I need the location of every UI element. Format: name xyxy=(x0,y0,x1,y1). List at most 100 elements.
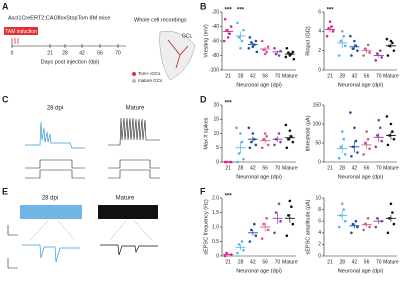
data-point xyxy=(363,47,367,51)
data-point xyxy=(349,111,352,114)
data-point xyxy=(374,225,378,229)
data-point xyxy=(366,43,370,47)
data-point xyxy=(349,34,352,38)
x-tick-label: 70 xyxy=(376,73,382,79)
data-point xyxy=(291,140,295,144)
data-point xyxy=(285,234,289,237)
data-point xyxy=(386,54,390,57)
panel-label: A xyxy=(2,1,9,11)
data-point xyxy=(374,59,378,62)
data-point xyxy=(284,123,288,127)
x-tick-label: 56 xyxy=(262,165,268,171)
y-tick-label: 10 xyxy=(315,195,321,201)
data-point xyxy=(223,17,227,21)
data-point xyxy=(253,222,256,226)
data-point xyxy=(236,21,239,25)
data-point xyxy=(366,217,370,220)
data-point xyxy=(228,32,231,36)
y-tick-label: 4 xyxy=(318,29,321,35)
significance: *** xyxy=(237,8,245,14)
data-point xyxy=(374,145,378,149)
data-point xyxy=(378,126,382,130)
data-point xyxy=(386,143,390,147)
data-point xyxy=(255,50,259,54)
axis-line xyxy=(221,105,296,163)
data-point xyxy=(342,208,346,211)
data-point xyxy=(362,228,365,232)
data-point xyxy=(254,143,258,147)
x-tick-label: 42 xyxy=(352,73,358,79)
data-point xyxy=(339,145,343,149)
data-point xyxy=(223,254,227,258)
data-point xyxy=(284,55,288,59)
data-point xyxy=(356,225,359,229)
data-point xyxy=(368,147,371,150)
data-point xyxy=(362,54,365,57)
data-point xyxy=(277,54,281,57)
data-point xyxy=(375,52,379,55)
data-point xyxy=(363,141,367,145)
y-axis-label: Ithreshold (pA) xyxy=(305,115,311,151)
data-point xyxy=(240,240,244,243)
data-point xyxy=(240,39,244,43)
data-point xyxy=(389,122,393,126)
y-tick-label: 0 xyxy=(318,159,321,165)
data-point xyxy=(263,52,267,56)
y-tick-label: 20 xyxy=(213,102,219,108)
data-point xyxy=(240,140,244,144)
data-point xyxy=(265,50,268,54)
data-point xyxy=(248,146,252,150)
data-point xyxy=(250,228,253,232)
data-point xyxy=(350,231,353,235)
data-point xyxy=(226,36,230,39)
data-point xyxy=(250,41,253,44)
data-point xyxy=(229,25,233,28)
x-tick-label: 56 xyxy=(364,165,370,171)
y-tick-label: 0.5 xyxy=(212,239,219,245)
data-point xyxy=(288,199,292,203)
timeline-tick-label: 0 xyxy=(11,50,14,56)
data-point xyxy=(385,115,389,118)
data-point xyxy=(273,231,276,235)
data-point xyxy=(380,56,384,59)
trace-label: 28 dpi xyxy=(42,196,58,202)
x-tick-label: Mature xyxy=(282,165,298,171)
data-point xyxy=(260,39,264,43)
trace-label: Mature xyxy=(126,106,145,112)
mouse-line: Ascl1CreERT2;CAGfloxStopTom 8M mice xyxy=(8,15,110,21)
data-point xyxy=(250,140,253,144)
y-tick-label: 4 xyxy=(318,230,321,236)
recording-label: Whole cell recordings xyxy=(134,17,187,23)
neuron xyxy=(167,39,189,69)
voltage-trace xyxy=(108,117,160,146)
axis-line xyxy=(221,12,296,71)
y-tick-label: 0 xyxy=(318,67,321,73)
data-point xyxy=(262,137,265,141)
tam-label: TAM induction xyxy=(5,29,37,35)
data-point xyxy=(287,51,290,54)
data-point xyxy=(375,217,379,220)
x-tick-label: 70 xyxy=(275,165,281,171)
y-tick-label: 8 xyxy=(318,207,321,213)
data-point xyxy=(330,25,333,28)
data-point xyxy=(343,44,347,48)
x-tick-label: 70 xyxy=(275,259,281,265)
x-tick-label: 28 xyxy=(238,73,244,79)
data-point xyxy=(391,41,394,45)
timeline-tick-label: 70 xyxy=(115,50,121,56)
x-tick-label: 70 xyxy=(376,259,382,265)
data-point xyxy=(266,143,270,147)
data-point xyxy=(350,155,353,158)
y-tick-label: 6 xyxy=(318,9,321,15)
data-point xyxy=(392,222,396,226)
data-point xyxy=(350,54,353,57)
significance: *** xyxy=(225,101,233,107)
data-point xyxy=(366,137,370,141)
data-point xyxy=(380,139,384,143)
data-point xyxy=(260,237,264,240)
panel-label: D xyxy=(200,94,207,104)
data-point xyxy=(354,219,358,223)
data-point xyxy=(356,49,359,52)
data-point xyxy=(337,156,341,160)
y-tick-label: -100 xyxy=(209,67,219,73)
